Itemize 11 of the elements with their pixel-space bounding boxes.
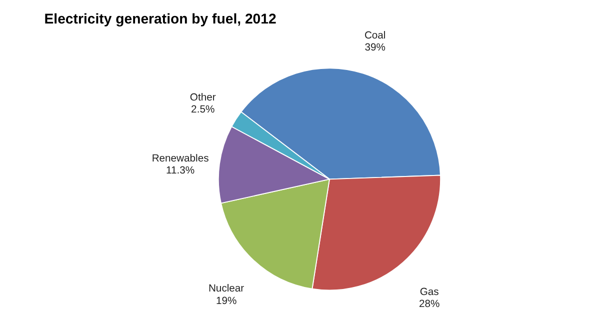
data-label: 11.3% (166, 166, 195, 177)
data-label: 39% (364, 42, 386, 54)
slice-label: Coal (364, 30, 386, 42)
slice-label: Gas (420, 286, 439, 298)
data-label: 2.5% (191, 104, 215, 116)
slice-label: Nuclear (208, 284, 245, 295)
slice-label: Other (190, 92, 216, 104)
data-label: 28% (418, 298, 440, 310)
chart-title: Electricity generation by fuel, 2012 (44, 10, 277, 26)
data-label: 19% (216, 296, 237, 307)
slice-label: Renewables (152, 153, 209, 164)
